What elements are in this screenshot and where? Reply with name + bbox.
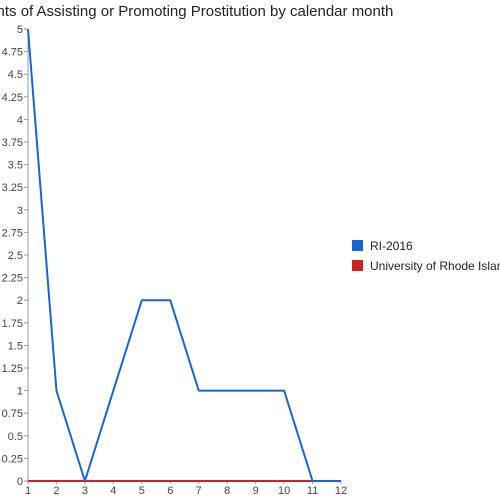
x-tick-label: 3 xyxy=(82,485,88,497)
x-tick-label: 7 xyxy=(196,485,202,497)
legend-label-ri-2016: RI-2016 xyxy=(370,239,413,253)
x-tick-label: 11 xyxy=(307,485,318,497)
y-tick-label: 2 xyxy=(17,295,23,307)
legend: RI-2016 University of Rhode Island xyxy=(352,239,500,273)
legend-swatch-university-of-rhode-island xyxy=(352,260,363,271)
legend-swatch-ri-2016 xyxy=(352,240,363,251)
y-tick-label: 1 xyxy=(17,386,23,398)
y-tick-label: 2.25 xyxy=(2,273,23,285)
y-tick-label: 2.75 xyxy=(2,227,23,239)
x-tick-label: 10 xyxy=(278,485,290,497)
series-lines xyxy=(27,28,341,482)
y-tick-label: 5 xyxy=(17,24,23,36)
y-tick-label: 0.25 xyxy=(2,453,23,465)
y-tick-label: 1.25 xyxy=(2,363,23,375)
series-line-ri-2016 xyxy=(27,28,341,482)
x-tick-label: 8 xyxy=(224,485,230,497)
axes xyxy=(27,29,341,482)
chart-title: Counts of Assisting or Promoting Prostit… xyxy=(0,0,500,24)
y-tick-label: 3.75 xyxy=(2,137,23,149)
y-tick-label: 0 xyxy=(17,476,23,488)
y-axis-ticks: 0 0.25 0.5 0.75 1 1.25 1.5 1.75 2 2.25 2.5 2.75 3 3.2… xyxy=(2,24,28,488)
chart-title-text: Counts of Assisting or Promoting Prostit… xyxy=(0,3,394,20)
y-tick-label: 1.75 xyxy=(2,318,23,330)
y-tick-label: 1.5 xyxy=(8,340,23,352)
y-tick-label: 3 xyxy=(17,205,23,217)
y-tick-label: 4.75 xyxy=(2,47,23,59)
x-tick-label: 5 xyxy=(139,485,145,497)
x-tick-label: 2 xyxy=(53,485,59,497)
y-tick-label: 4.5 xyxy=(8,69,23,81)
x-tick-label: 4 xyxy=(110,485,116,497)
y-tick-label: 2.5 xyxy=(8,250,23,262)
x-axis-ticks: 1 2 3 4 5 6 7 8 9 10 11 12 xyxy=(25,481,347,497)
y-tick-label: 0.75 xyxy=(2,408,23,420)
y-tick-label: 3.5 xyxy=(8,160,23,172)
y-tick-label: 4.25 xyxy=(2,92,23,104)
x-tick-label: 6 xyxy=(167,485,173,497)
x-tick-label: 9 xyxy=(253,485,259,497)
y-tick-label: 4 xyxy=(17,114,23,126)
y-tick-label: 0.5 xyxy=(8,431,23,443)
legend-label-university-of-rhode-island: University of Rhode Island xyxy=(370,259,500,273)
x-tick-label: 1 xyxy=(25,485,31,497)
x-tick-label: 12 xyxy=(335,485,347,497)
y-tick-label: 3.25 xyxy=(2,182,23,194)
